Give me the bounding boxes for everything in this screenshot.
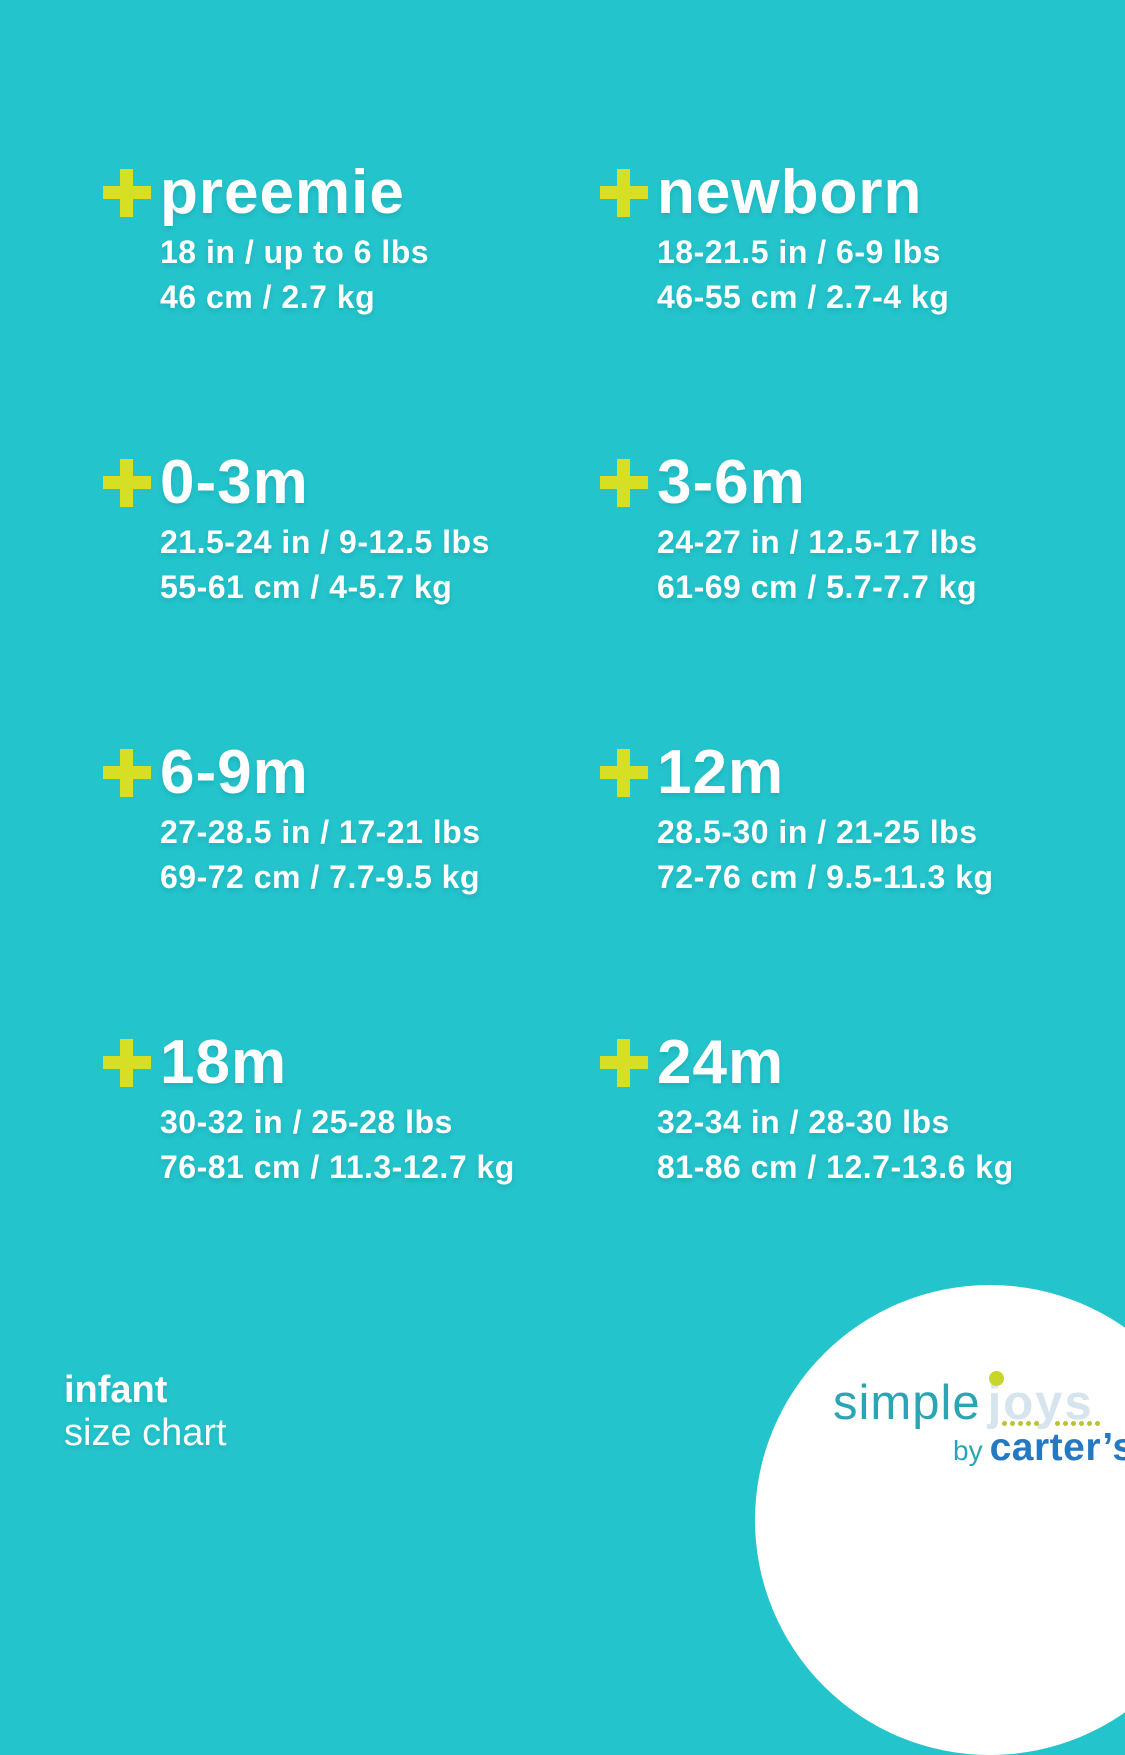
size-header: preemie	[103, 162, 600, 224]
logo-carters-text: carter’s	[989, 1426, 1125, 1469]
size-spec-imperial: 21.5-24 in / 9-12.5 lbs	[160, 524, 490, 560]
size-label: preemie	[160, 158, 405, 227]
size-spec-metric: 69-72 cm / 7.7-9.5 kg	[160, 859, 481, 895]
logo-simple-text: simple	[833, 1376, 981, 1430]
size-header: 24m	[600, 1032, 1030, 1094]
size-spec-imperial: 18-21.5 in / 6-9 lbs	[657, 234, 941, 270]
size-label: newborn	[657, 158, 923, 227]
size-spec-imperial: 32-34 in / 28-30 lbs	[657, 1104, 950, 1140]
size-label: 12m	[657, 738, 785, 807]
plus-icon	[600, 749, 648, 797]
logo-dotted-underline	[1002, 1421, 1100, 1426]
size-label: 6-9m	[160, 738, 309, 807]
logo-by-text: by	[953, 1435, 983, 1466]
dot-group-left	[1002, 1421, 1039, 1426]
size-spec-metric: 55-61 cm / 4-5.7 kg	[160, 569, 453, 605]
dot-group-right	[1055, 1421, 1100, 1426]
plus-icon	[103, 169, 151, 217]
plus-icon	[600, 459, 648, 507]
size-cell-24m: 24m 32-34 in / 28-30 lbs 81-86 cm / 12.7…	[600, 1032, 1030, 1322]
size-cell-3-6m: 3-6m 24-27 in / 12.5-17 lbs 61-69 cm / 5…	[600, 452, 1030, 742]
size-label: 3-6m	[657, 448, 806, 517]
size-spec-metric: 46 cm / 2.7 kg	[160, 279, 376, 315]
size-header: 12m	[600, 742, 1030, 804]
brand-byline: by carter’s ™	[953, 1426, 1125, 1470]
size-header: 0-3m	[103, 452, 600, 514]
plus-icon	[103, 749, 151, 797]
size-header: 3-6m	[600, 452, 1030, 514]
size-spec-metric: 81-86 cm / 12.7-13.6 kg	[657, 1149, 1014, 1185]
size-cell-6-9m: 6-9m 27-28.5 in / 17-21 lbs 69-72 cm / 7…	[103, 742, 600, 1032]
category-label: infant	[64, 1369, 168, 1411]
size-spec-imperial: 28.5-30 in / 21-25 lbs	[657, 814, 978, 850]
size-spec-metric: 72-76 cm / 9.5-11.3 kg	[657, 859, 994, 895]
size-cell-12m: 12m 28.5-30 in / 21-25 lbs 72-76 cm / 9.…	[600, 742, 1030, 1032]
chart-type-label: size chart	[64, 1412, 227, 1454]
plus-icon	[103, 1039, 151, 1087]
size-label: 24m	[657, 1028, 785, 1097]
size-label: 18m	[160, 1028, 288, 1097]
size-cell-0-3m: 0-3m 21.5-24 in / 9-12.5 lbs 55-61 cm / …	[103, 452, 600, 742]
size-spec-imperial: 18 in / up to 6 lbs	[160, 234, 430, 270]
chart-footer: infant size chart	[64, 1369, 227, 1455]
size-header: 18m	[103, 1032, 600, 1094]
plus-icon	[103, 459, 151, 507]
size-grid: preemie 18 in / up to 6 lbs 46 cm / 2.7 …	[103, 162, 1030, 1322]
size-spec-imperial: 30-32 in / 25-28 lbs	[160, 1104, 453, 1140]
size-spec-imperial: 24-27 in / 12.5-17 lbs	[657, 524, 978, 560]
size-cell-newborn: newborn 18-21.5 in / 6-9 lbs 46-55 cm / …	[600, 162, 1030, 452]
size-spec-metric: 46-55 cm / 2.7-4 kg	[657, 279, 950, 315]
size-cell-preemie: preemie 18 in / up to 6 lbs 46 cm / 2.7 …	[103, 162, 600, 452]
size-spec-metric: 61-69 cm / 5.7-7.7 kg	[657, 569, 978, 605]
size-cell-18m: 18m 30-32 in / 25-28 lbs 76-81 cm / 11.3…	[103, 1032, 600, 1322]
size-label: 0-3m	[160, 448, 309, 517]
size-spec-metric: 76-81 cm / 11.3-12.7 kg	[160, 1149, 515, 1185]
plus-icon	[600, 1039, 648, 1087]
size-header: newborn	[600, 162, 1030, 224]
plus-icon	[600, 169, 648, 217]
size-spec-imperial: 27-28.5 in / 17-21 lbs	[160, 814, 481, 850]
size-header: 6-9m	[103, 742, 600, 804]
